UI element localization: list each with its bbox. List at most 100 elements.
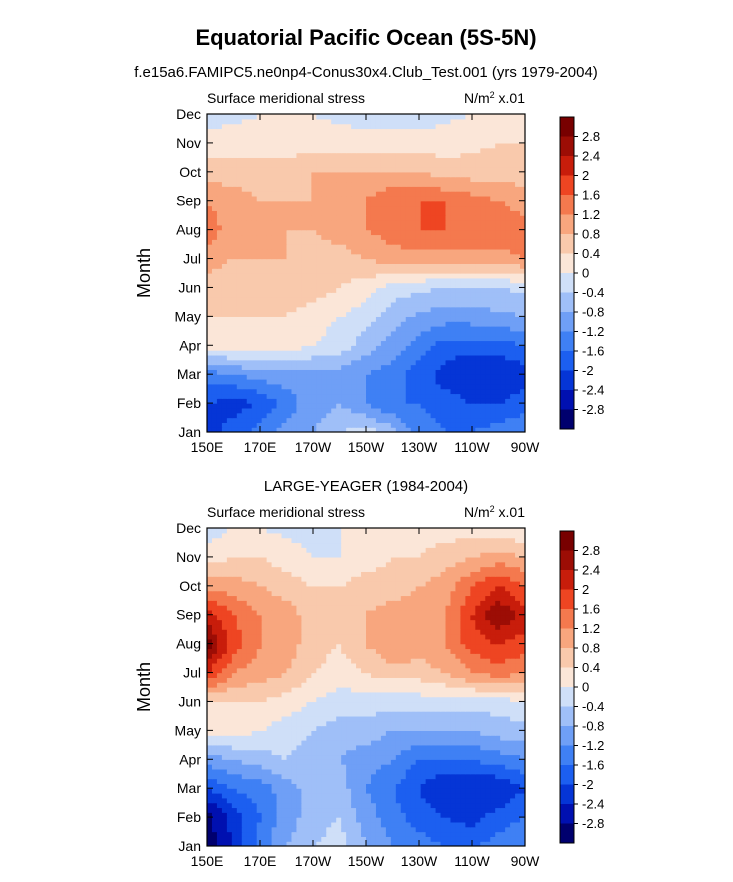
contour-cell: [271, 398, 278, 404]
contour-cell: [410, 841, 417, 846]
contour-cell: [301, 181, 307, 187]
contour-cell: [346, 403, 352, 409]
contour-cell: [480, 326, 486, 332]
contour-cell: [221, 836, 228, 842]
contour-cell: [351, 287, 357, 293]
contour-cell: [405, 253, 412, 260]
contour-cell: [301, 817, 307, 823]
contour-cell: [341, 234, 347, 240]
contour-cell: [236, 171, 243, 178]
contour-cell: [425, 200, 432, 207]
contour-cell: [301, 142, 307, 149]
contour-cell: [380, 171, 387, 178]
contour-cell: [495, 422, 501, 428]
contour-cell: [256, 277, 263, 284]
contour-cell: [316, 831, 322, 837]
contour-cell: [207, 407, 213, 414]
contour-cell: [326, 253, 332, 260]
contour-cell: [207, 215, 213, 221]
contour-cell: [450, 802, 457, 809]
contour-cell: [336, 133, 342, 139]
contour-cell: [460, 383, 466, 390]
contour-cell: [361, 167, 367, 173]
contour-cell: [460, 297, 466, 303]
contour-cell: [385, 287, 392, 293]
contour-cell: [435, 114, 442, 120]
contour-cell: [281, 263, 288, 269]
contour-cell: [241, 133, 248, 139]
contour-cell: [465, 374, 471, 380]
contour-cell: [480, 138, 486, 144]
contour-cell: [346, 114, 352, 120]
contour-cell: [515, 133, 521, 139]
contour-cell: [415, 812, 422, 818]
contour-cell: [346, 826, 352, 833]
contour-cell: [415, 427, 422, 432]
contour-cell: [211, 244, 218, 250]
contour-cell: [321, 282, 327, 289]
contour-cell: [276, 292, 283, 298]
contour-cell: [341, 306, 347, 313]
contour-cell: [510, 114, 516, 120]
contour-cell: [321, 128, 327, 134]
contour-cell: [281, 273, 288, 279]
contour-cell: [395, 841, 402, 846]
contour-cell: [410, 797, 417, 804]
contour-cell: [261, 244, 268, 250]
contour-cell: [366, 335, 372, 342]
contour-cell: [351, 407, 357, 414]
contour-cell: [326, 398, 332, 404]
contour-cell: [246, 403, 253, 409]
contour-cell: [366, 821, 372, 828]
y-tick-label: Mar: [177, 366, 201, 382]
contour-cell: [505, 142, 511, 149]
contour-cell: [420, 205, 427, 211]
contour-cell: [306, 388, 312, 395]
contour-cell: [246, 200, 253, 207]
contour-cell: [405, 167, 412, 173]
contour-cell: [326, 369, 332, 375]
contour-cell: [241, 171, 248, 178]
contour-cell: [241, 277, 248, 284]
contour-cell: [281, 128, 288, 134]
contour-cell: [390, 152, 397, 158]
contour-cell: [276, 364, 283, 370]
contour-cell: [316, 326, 322, 332]
contour-cell: [380, 316, 387, 322]
contour-cell: [500, 817, 506, 823]
contour-cell: [480, 350, 486, 356]
contour-cell: [390, 171, 397, 178]
contour-cell: [415, 340, 422, 346]
contour-cell: [390, 268, 397, 274]
contour-cell: [207, 831, 213, 837]
contour-cell: [435, 345, 442, 351]
contour-cell: [306, 147, 312, 154]
contour-cell: [211, 147, 218, 154]
contour-cell: [455, 224, 462, 231]
contour-cell: [440, 417, 447, 423]
contour-cell: [316, 268, 322, 274]
contour-cell: [321, 354, 327, 361]
contour-cell: [500, 118, 506, 125]
contour-cell: [207, 123, 213, 130]
contour-cell: [356, 330, 362, 337]
contour-cell: [370, 836, 377, 842]
contour-cell: [231, 379, 238, 385]
contour-cell: [435, 118, 442, 125]
contour-cell: [331, 297, 337, 303]
contour-cell: [455, 379, 462, 385]
contour-cell: [505, 359, 511, 366]
contour-cell: [321, 248, 327, 255]
contour-cell: [470, 195, 476, 202]
contour-cell: [395, 133, 402, 139]
contour-cell: [351, 359, 357, 366]
contour-cell: [450, 171, 457, 178]
contour-cell: [301, 403, 307, 409]
contour-cell: [276, 244, 283, 250]
contour-cell: [291, 326, 298, 332]
contour-cell: [336, 162, 342, 168]
contour-cell: [395, 200, 402, 207]
contour-cell: [495, 133, 501, 139]
y-tick-label: Jan: [178, 424, 201, 440]
contour-cell: [241, 263, 248, 269]
